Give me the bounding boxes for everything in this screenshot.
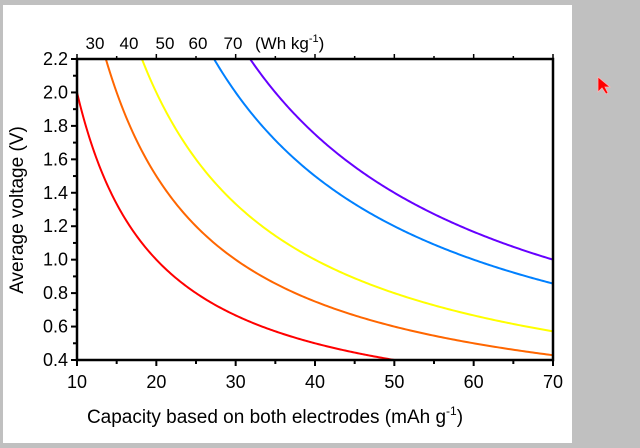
plot-frame — [75, 57, 555, 362]
y-tick-label: 0.6 — [43, 317, 68, 337]
x-tick-label: 60 — [464, 372, 484, 392]
curve-40-wh-kg — [140, 58, 554, 333]
energy-label-60: 60 — [189, 34, 208, 53]
y-tick-label: 1.2 — [43, 216, 68, 236]
x-tick-label: 50 — [384, 372, 404, 392]
energy-label-70: 70 — [224, 34, 243, 53]
y-tick-label: 0.4 — [43, 350, 68, 370]
energy-label-40: 40 — [120, 34, 139, 53]
x-tick-label: 70 — [543, 372, 563, 392]
curve-20-wh-kg — [76, 92, 395, 361]
y-tick-label: 0.8 — [43, 283, 68, 303]
x-tick-label: 10 — [67, 372, 87, 392]
x-tick-label: 30 — [226, 372, 246, 392]
curves — [76, 58, 554, 361]
curve-70-wh-kg — [249, 58, 554, 261]
y-tick-label: 2.2 — [43, 49, 68, 69]
curve-50-wh-kg — [177, 58, 554, 309]
y-axis-label: Average voltage (V) — [7, 126, 28, 294]
top-unit-label: (Wh kg-1) — [255, 33, 324, 53]
curve-60-wh-kg — [213, 58, 554, 285]
arrow-cursor-icon — [597, 76, 612, 95]
y-tick-label: 1.6 — [43, 149, 68, 169]
x-tick-label: 40 — [305, 372, 325, 392]
curve-30-wh-kg — [104, 58, 554, 357]
x-axis-label: Capacity based on both electrodes (mAh g… — [87, 404, 463, 428]
axes: 10 20 30 40 50 60 70 0.4 0.6 0.8 1.0 1.2 1.4 1.6 1.8 2.… — [43, 34, 563, 392]
y-tick-label: 1.0 — [43, 250, 68, 270]
energy-label-50: 50 — [156, 34, 175, 53]
y-tick-label: 1.4 — [43, 183, 68, 203]
x-tick-label: 20 — [146, 372, 166, 392]
y-tick-label: 2.0 — [43, 82, 68, 102]
y-tick-label: 1.8 — [43, 116, 68, 136]
voltage-capacity-chart: 10 20 30 40 50 60 70 0.4 0.6 0.8 1.0 1.2 1.4 1.6 1.8 2.… — [7, 33, 563, 428]
energy-label-30: 30 — [86, 34, 105, 53]
chart-canvas: 10 20 30 40 50 60 70 0.4 0.6 0.8 1.0 1.2 1.4 1.6 1.8 2.… — [3, 5, 572, 443]
